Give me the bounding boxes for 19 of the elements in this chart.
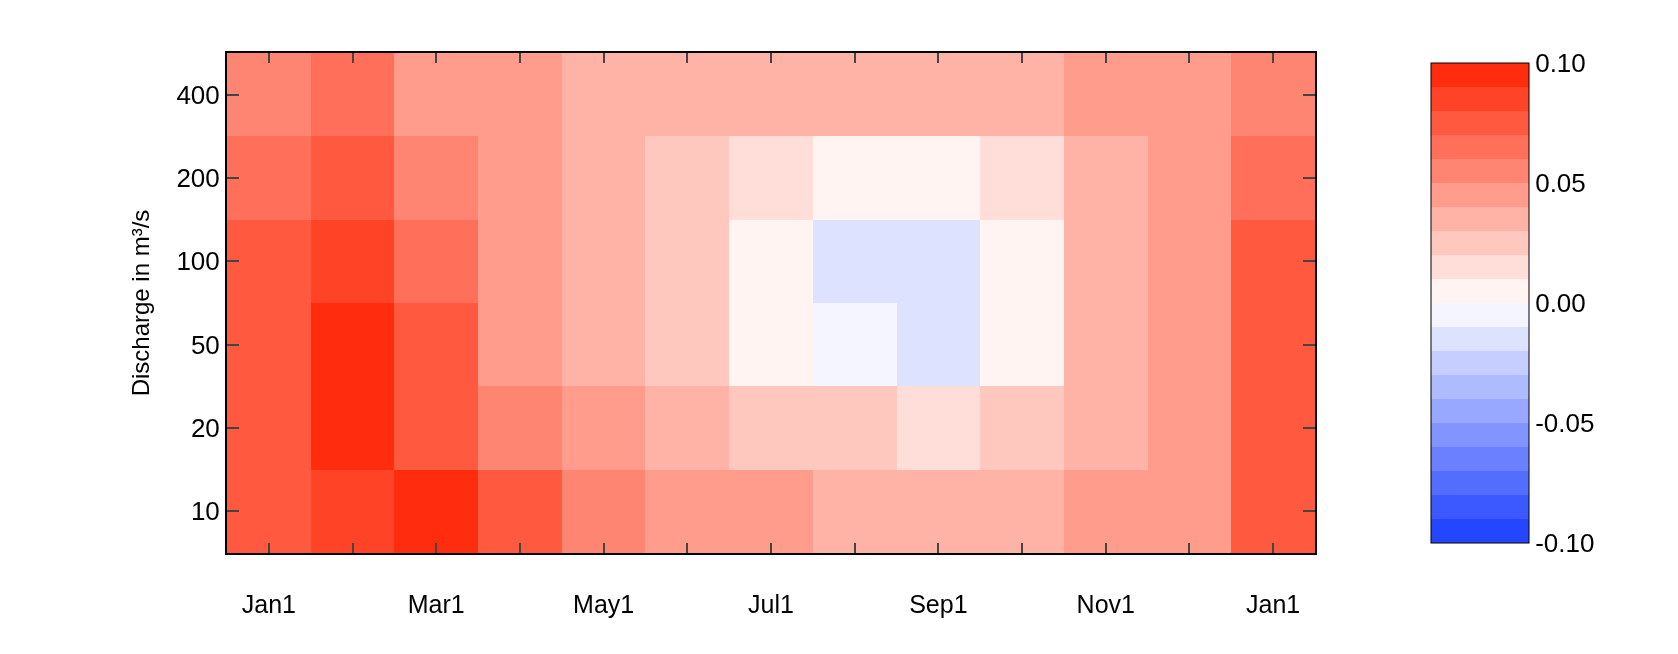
x-tick-label: Jan1	[241, 590, 296, 618]
x-tick-label: Nov1	[1076, 590, 1135, 618]
y-axis-title: Discharge in m³/s	[127, 209, 155, 397]
color-bar-label: -0.05	[1535, 408, 1595, 439]
x-tick-label: Jan1	[1246, 590, 1301, 618]
x-tick-label: Sep1	[909, 590, 968, 618]
color-bar-label: 0.10	[1535, 48, 1586, 79]
y-tick-label: 100	[176, 246, 220, 277]
color-bar-label: -0.10	[1535, 528, 1595, 559]
y-tick-label: 10	[190, 496, 220, 527]
color-bar-label: 0.00	[1535, 288, 1586, 319]
x-tick-label: May1	[573, 590, 635, 618]
y-tick-label: 50	[190, 329, 220, 360]
y-tick-label: 400	[176, 79, 220, 110]
x-tick-label: Mar1	[407, 590, 465, 618]
y-tick-label: 200	[176, 163, 220, 194]
x-tick-label: Jul1	[748, 590, 794, 618]
y-tick-label: 20	[190, 413, 220, 444]
color-bar-label: 0.05	[1535, 168, 1586, 199]
